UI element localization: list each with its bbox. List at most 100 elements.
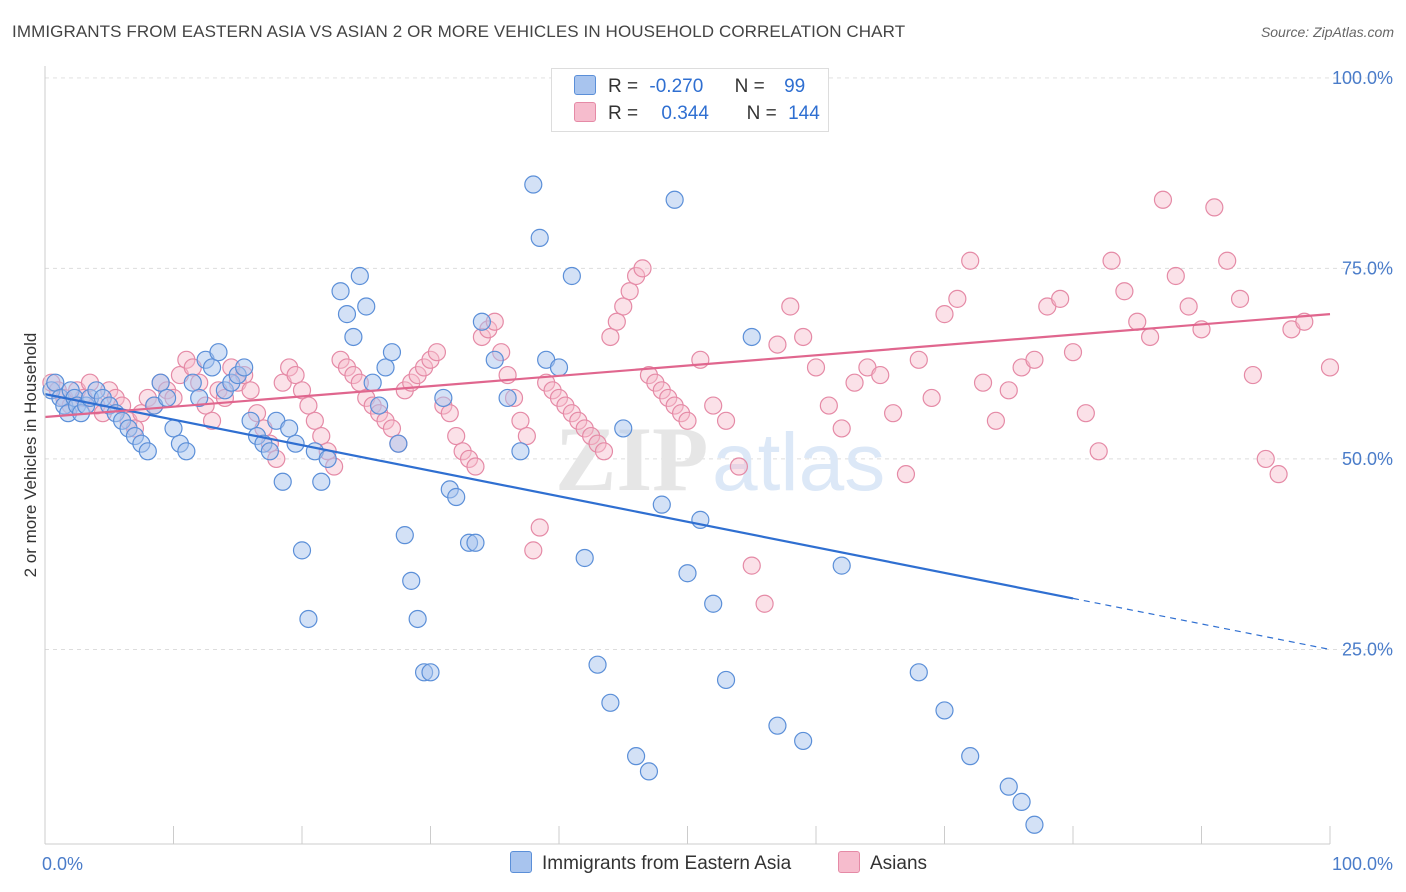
asians-point: [639, 365, 659, 385]
asians-point: [569, 411, 588, 430]
asians-point: [447, 426, 466, 446]
asians-point: [601, 327, 620, 347]
asians-point: [1076, 404, 1095, 423]
asians-point: [1230, 289, 1250, 308]
eastern-asia-point: [318, 449, 337, 469]
eastern-asia-point: [961, 747, 980, 766]
asians-point: [909, 350, 928, 369]
eastern-asia-point: [402, 571, 421, 590]
legend-swatch-blue: [574, 75, 596, 95]
x-tick-labels: 0.0% 100.0%: [42, 854, 1393, 874]
asians-point: [177, 350, 196, 369]
eastern-asia-point: [601, 693, 620, 712]
asians-point: [312, 426, 331, 446]
eastern-asia-point: [363, 373, 382, 392]
asians-point: [382, 419, 402, 438]
asians-point: [922, 388, 941, 408]
y-tick-label: 100.0%: [1332, 68, 1393, 88]
asians-point: [588, 434, 607, 453]
asians-point: [871, 365, 890, 385]
asians-point: [704, 396, 723, 415]
trend-lines: [44, 313, 1331, 651]
eastern-asia-point: [241, 411, 260, 430]
asians-point: [1166, 266, 1185, 286]
eastern-asia-point: [337, 305, 357, 324]
eastern-asia-point: [382, 343, 402, 362]
eastern-asia-point: [376, 358, 395, 377]
asians-point: [819, 396, 838, 415]
eastern-asia-point: [704, 594, 723, 613]
eastern-asia-point: [498, 388, 517, 408]
eastern-asia-point: [549, 358, 569, 377]
asians-point: [1218, 251, 1237, 270]
eastern-asia-trend-extension: [1072, 597, 1331, 651]
eastern-asia-point: [164, 419, 183, 438]
eastern-asia-point: [370, 396, 389, 415]
y-tick-labels: 100.0% 75.0% 50.0% 25.0%: [1332, 68, 1393, 660]
eastern-asia-point: [935, 701, 954, 720]
eastern-asia-point: [575, 548, 594, 568]
bottom-legend-asians: Asians: [838, 851, 927, 875]
asians-point: [883, 404, 903, 423]
asians-point: [742, 556, 761, 575]
x-tick-label: 100.0%: [1332, 854, 1393, 874]
asians-point: [671, 404, 691, 423]
eastern-asia-point: [292, 541, 312, 560]
legend-r-value-pink: 0.344: [661, 103, 709, 124]
bottom-legend-eastern-asia: Immigrants from Eastern Asia: [510, 851, 791, 875]
asians-point: [768, 335, 787, 354]
watermark: ZIP: [555, 408, 708, 510]
asians-point: [832, 419, 851, 438]
asians-point: [280, 358, 299, 377]
eastern-asia-point: [1025, 815, 1044, 834]
asians-point: [1115, 282, 1134, 301]
asians-point: [549, 388, 569, 408]
asians-point: [614, 297, 633, 316]
bottom-legend-swatch-blue: [510, 851, 532, 873]
eastern-asia-point: [716, 670, 736, 690]
axes: [44, 66, 1331, 845]
eastern-asia-point: [639, 762, 659, 781]
asians-point: [665, 396, 684, 415]
eastern-asia-point: [614, 419, 633, 438]
asians-point: [241, 381, 260, 400]
asians-point: [459, 449, 479, 469]
asians-point: [794, 327, 813, 347]
y-tick-label: 75.0%: [1342, 258, 1393, 278]
asians-point: [999, 381, 1018, 400]
eastern-asia-point: [344, 327, 363, 347]
asians-point: [961, 251, 980, 270]
asians-point: [582, 426, 601, 446]
asians-point: [556, 396, 575, 415]
asians-point: [331, 350, 350, 369]
asians-point: [646, 373, 665, 392]
asians-point: [1089, 442, 1108, 461]
asians-point: [376, 411, 395, 430]
eastern-asia-point: [768, 716, 787, 735]
asians-point: [305, 411, 324, 430]
asians-point: [633, 259, 652, 278]
asians-point: [299, 396, 318, 415]
eastern-asia-point: [832, 556, 851, 575]
asians-point: [453, 442, 472, 461]
eastern-asia-point: [157, 388, 177, 408]
x-tick-label: 0.0%: [42, 854, 83, 874]
eastern-asia-point: [434, 388, 453, 408]
asians-point: [344, 365, 363, 385]
asians-point: [755, 594, 774, 613]
asians-point: [466, 457, 485, 476]
eastern-asia-point: [665, 190, 684, 209]
eastern-asia-point: [209, 343, 228, 362]
asians-point: [562, 404, 581, 423]
asians-point: [845, 373, 864, 392]
legend-swatch-pink: [574, 102, 596, 122]
eastern-asia-point: [202, 358, 222, 377]
asians-point: [414, 358, 434, 377]
eastern-asia-point: [331, 282, 350, 301]
asians-point: [421, 350, 440, 369]
asians-point: [286, 365, 305, 385]
eastern-asia-point: [421, 663, 440, 682]
eastern-asia-point: [260, 442, 279, 461]
asians-point: [427, 343, 447, 362]
eastern-asia-point: [177, 442, 196, 461]
